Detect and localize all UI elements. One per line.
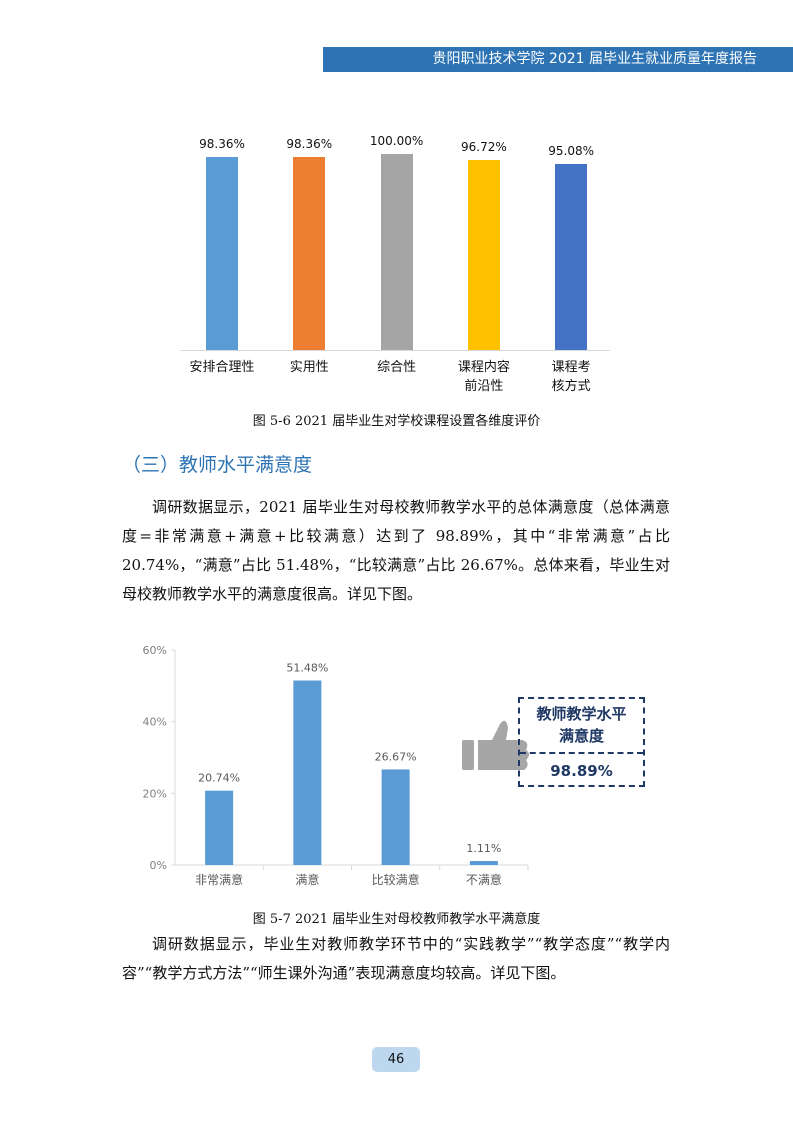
x-tick-label: 实用性 (289, 360, 329, 375)
y-tick-label: 60% (143, 644, 167, 657)
chart-2: 0% 20% 40% 60% 20.74% 非常满意 51.48% 满意 26.67% 比较满意 1… (143, 644, 529, 887)
bar (206, 157, 238, 350)
thumb-icon (462, 720, 529, 770)
chart-1: 98.36% 安排合理性 98.36% 实用性 100.00% 综合性 96.72% 课程内容… (0, 0, 793, 410)
bar (205, 790, 234, 865)
value-label: 98.36% (199, 137, 245, 152)
x-axis (180, 350, 610, 351)
header-title: 贵阳职业技术学院 2021 届毕业生就业质量年度报告 (323, 47, 793, 72)
x-tick-label: 不满意 (466, 872, 502, 887)
value-label: 96.72% (461, 140, 507, 155)
y-tick-label: 0% (150, 859, 167, 872)
value-label: 51.48% (286, 662, 328, 675)
x-tick-label: 综合性 (377, 360, 417, 375)
x-tick-label: 非常满意 (195, 872, 243, 887)
bar (381, 769, 410, 865)
bar (555, 163, 588, 350)
bar (380, 154, 413, 350)
callout-value: 98.89% (550, 762, 613, 780)
paragraph: 调研数据显示，2021 届毕业生对母校教师教学水平的总体满意度（总体满意度=非常… (122, 498, 670, 603)
bar (467, 160, 500, 350)
x-tick-label: 课程考 核方式 (551, 360, 591, 394)
value-label: 95.08% (548, 143, 595, 158)
y-tick-label: 40% (143, 716, 167, 729)
value-label: 26.67% (375, 750, 417, 763)
x-tick-label: 课程内容 前沿性 (457, 360, 510, 394)
value-label: 100.00% (369, 134, 424, 148)
bar (293, 680, 322, 865)
callout: 教师教学水平 满意度 98.89% (518, 697, 645, 787)
y-tick-label: 20% (143, 787, 167, 800)
x-tick-label: 满意 (295, 872, 319, 887)
page-number: 46 (372, 1047, 420, 1072)
value-label: 20.74% (198, 772, 240, 785)
bar (293, 157, 326, 350)
x-tick-label: 比较满意 (372, 872, 420, 887)
section-heading: （三）教师水平满意度 (122, 454, 313, 476)
x-tick-label: 安排合理性 (189, 360, 255, 375)
paragraph: 调研数据显示，毕业生对教师教学环节中的“实践教学”“教学态度”“教学内容”“教学… (122, 935, 670, 982)
callout-label: 教师教学水平 满意度 (520, 699, 643, 754)
caption: 图 5-7 2021 届毕业生对母校教师教学水平满意度 (252, 912, 541, 927)
bar (469, 861, 498, 865)
caption: 图 5-6 2021 届毕业生对学校课程设置各维度评价 (252, 414, 541, 429)
value-label: 1.11% (466, 842, 501, 855)
value-label: 98.36% (286, 137, 333, 152)
